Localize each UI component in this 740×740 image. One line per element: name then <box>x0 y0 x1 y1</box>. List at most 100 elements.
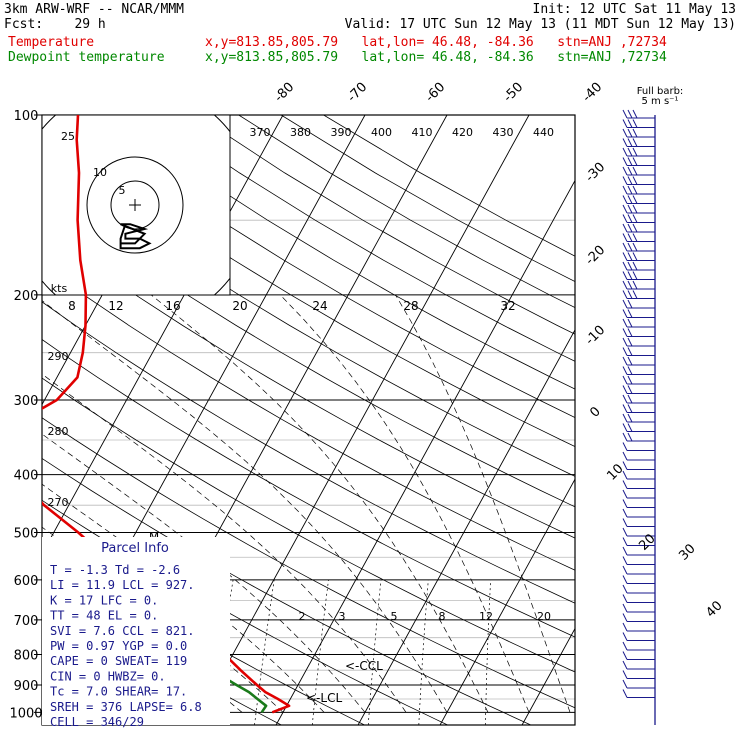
barb-feather <box>622 537 628 546</box>
barb-feather <box>632 271 638 280</box>
barb-feather <box>622 470 628 480</box>
dry-adiabat <box>42 338 575 638</box>
grid-lines <box>42 115 740 725</box>
barb-feather <box>622 546 628 556</box>
mixing-label-20: 20 <box>537 610 551 623</box>
hodograph-unit: kts <box>51 282 68 295</box>
barb-feather <box>622 423 628 432</box>
barb-feather <box>632 176 638 185</box>
dry-adiabat <box>42 228 575 539</box>
barb-feather <box>622 451 628 461</box>
dewpoint-location: x,y=813.85,805.79 lat,lon= 46.48, -84.36… <box>205 50 667 65</box>
dry-adiabat <box>42 264 575 571</box>
pressure-label-300: 300 <box>14 394 39 409</box>
parcel-row: CELL = 346/29 <box>50 715 144 729</box>
barb-feather <box>622 404 628 413</box>
barb-feather <box>627 366 633 375</box>
dry-adiabat <box>111 115 575 390</box>
barb-feather <box>622 128 628 138</box>
barb-feather <box>627 347 633 356</box>
barb-feather <box>622 461 628 470</box>
barb-feather <box>622 565 628 575</box>
isotherm-label--80: -80 <box>272 80 298 106</box>
hodo-axis-label-32: 32 <box>500 299 515 313</box>
mixing-label-8: 8 <box>439 610 446 623</box>
barb-feather <box>622 499 628 508</box>
hodo-axis-label-8: 8 <box>68 299 76 313</box>
barb-feather <box>627 166 633 176</box>
hodo-axis-label-16: 16 <box>165 299 180 313</box>
barb-feather <box>632 242 638 252</box>
barb-feather <box>622 670 628 679</box>
barb-feather <box>627 138 633 147</box>
dry-adiabat <box>42 193 575 508</box>
hodograph-area: 5 10 25 <box>42 115 230 295</box>
parcel-row: T = -1.3 Td = -2.6 <box>50 563 180 577</box>
pressure-label-200: 200 <box>14 289 39 304</box>
barb-feather <box>622 290 628 299</box>
barb-feather <box>632 261 638 271</box>
barb-feather <box>622 480 628 489</box>
barb-feather <box>632 214 638 223</box>
theta-left-label-290: 290 <box>48 350 69 363</box>
barb-feather <box>627 309 633 318</box>
dry-adiabat <box>42 377 575 673</box>
theta-left-label-270: 270 <box>48 496 69 509</box>
barb-feather <box>622 632 628 641</box>
barb-feather <box>622 603 628 613</box>
mixing-label-2: 2 <box>299 610 306 623</box>
barb-feather <box>622 147 628 157</box>
dewpoint-line <box>42 556 268 714</box>
barb-feather <box>627 423 633 432</box>
barb-feather <box>627 404 633 413</box>
barb-feather <box>622 185 628 195</box>
barb-feather <box>627 157 633 166</box>
barb-feather <box>622 337 628 347</box>
barb-feather <box>627 299 633 309</box>
barb-feather <box>622 641 628 651</box>
hodo-axis-label-24: 24 <box>312 299 327 313</box>
barb-feather <box>622 413 628 423</box>
parcel-row: PW = 0.97 YGP = 0.0 <box>50 639 187 653</box>
hodo-axis-label-20: 20 <box>232 299 247 313</box>
barb-feather <box>632 252 638 261</box>
barb-feather <box>622 223 628 233</box>
barb-feather <box>632 204 638 214</box>
barb-feather <box>632 157 638 166</box>
barb-feather <box>622 518 628 527</box>
barb-feather <box>627 337 633 347</box>
barb-feather <box>622 394 628 404</box>
isotherm <box>604 115 740 725</box>
barb-feather <box>627 356 633 366</box>
isotherm <box>193 115 530 725</box>
barb-feather <box>622 138 628 147</box>
barb-feather <box>627 214 633 223</box>
barb-feather <box>622 622 628 632</box>
temperature-line <box>42 115 291 714</box>
mixing-ratio-line <box>485 579 491 725</box>
barb-feather <box>622 366 628 375</box>
barb-legend-title: Full barb: <box>637 86 684 97</box>
barb-feather <box>622 280 628 290</box>
dry-adiabat <box>68 115 575 419</box>
barb-feather <box>627 394 633 404</box>
pressure-label-1000: 1000 <box>9 706 42 721</box>
barb-feather <box>627 242 633 252</box>
barb-feather <box>627 280 633 290</box>
diagram-grid <box>34 114 740 726</box>
barb-feather <box>627 176 633 185</box>
pressure-label-800: 800 <box>14 648 39 663</box>
barb-feather <box>622 318 628 328</box>
isotherm-label--50: -50 <box>501 80 527 106</box>
barb-feather <box>622 375 628 385</box>
hodograph: 5 10 25 <box>41 114 231 296</box>
barb-feather <box>632 109 638 119</box>
barb-feather <box>627 204 633 214</box>
hodo-axis-label-12: 12 <box>108 299 123 313</box>
moist-adiabat <box>42 300 448 713</box>
parcel-row: CAPE = 0 SWEAT= 119 <box>50 654 187 668</box>
theta-left-label-280: 280 <box>48 425 69 438</box>
pressure-label-900: 900 <box>14 679 39 694</box>
barb-feather <box>632 166 638 176</box>
barb-feather <box>627 109 633 119</box>
